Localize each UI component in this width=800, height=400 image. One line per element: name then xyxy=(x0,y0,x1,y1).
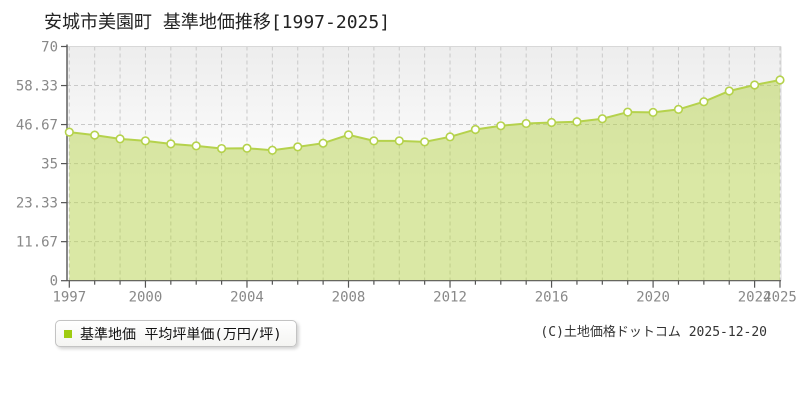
data-point-marker xyxy=(648,107,658,118)
legend-label: 基準地価 平均坪単価(万円/坪) xyxy=(80,326,282,343)
data-point-marker xyxy=(242,143,252,153)
data-point-marker xyxy=(166,139,176,149)
data-point-marker xyxy=(673,104,684,114)
data-point-marker xyxy=(64,127,74,137)
y-tick-label: 23.33 xyxy=(16,196,58,212)
data-point-marker xyxy=(293,142,303,152)
data-point-marker xyxy=(115,134,125,144)
data-point-marker xyxy=(420,137,430,147)
x-tick-label: 2016 xyxy=(535,290,569,306)
data-point-marker xyxy=(546,117,557,128)
chart-title: 安城市美園町 基準地価推移[1997-2025] xyxy=(44,12,391,33)
data-point-marker xyxy=(750,80,760,90)
data-point-marker xyxy=(90,130,100,140)
data-point-marker xyxy=(140,136,151,146)
data-point-marker xyxy=(623,107,633,117)
data-point-marker xyxy=(496,121,506,131)
data-point-marker xyxy=(597,114,607,124)
y-tick-label: 0 xyxy=(50,274,58,290)
data-point-marker xyxy=(572,117,582,127)
copyright-text: (C)土地価格ドットコム 2025-12-20 xyxy=(540,325,767,340)
x-tick-label: 1997 xyxy=(52,290,86,306)
price-area-fill xyxy=(69,79,781,281)
x-tick-label: 2012 xyxy=(433,290,467,306)
data-point-marker xyxy=(470,124,481,135)
y-tick-label: 35 xyxy=(41,157,58,173)
y-tick-label: 58.33 xyxy=(16,79,58,95)
legend-marker-square xyxy=(64,329,72,338)
data-point-marker xyxy=(394,136,404,146)
y-tick-label: 46.67 xyxy=(16,118,58,134)
data-point-marker xyxy=(267,145,277,155)
data-point-marker xyxy=(191,141,201,151)
data-point-marker xyxy=(318,138,328,148)
data-point-marker xyxy=(216,143,227,154)
price-trend-area-chart: 0 11.67 23.33 35 46.67 58.33 70 1997 2000 2004 200… xyxy=(16,40,797,306)
x-tick-label: 2024 xyxy=(738,290,772,306)
x-tick-label: 2020 xyxy=(636,290,670,306)
legend: 基準地価 平均坪単価(万円/坪) xyxy=(55,320,297,347)
x-tick-label: 2025 xyxy=(763,290,797,306)
data-point-marker xyxy=(699,97,709,107)
y-tick-label: 70 xyxy=(41,40,58,56)
x-tick-label: 2000 xyxy=(129,290,163,306)
data-point-marker xyxy=(724,86,734,96)
data-point-marker xyxy=(369,136,379,146)
y-tick-label: 11.67 xyxy=(16,235,58,251)
x-tick-label: 2004 xyxy=(230,290,264,306)
data-point-marker xyxy=(445,132,455,142)
data-point-marker xyxy=(521,118,531,129)
data-point-marker xyxy=(775,75,785,85)
x-tick-label: 2008 xyxy=(332,290,366,306)
data-point-marker xyxy=(343,130,354,140)
